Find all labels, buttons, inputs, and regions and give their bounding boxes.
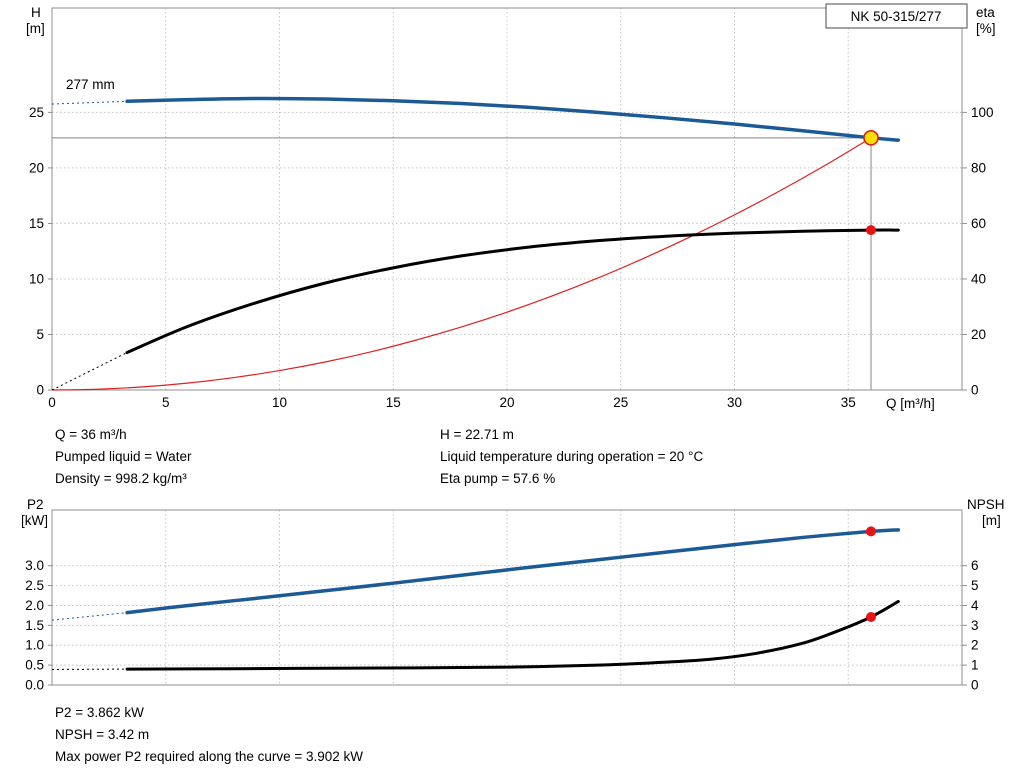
tick-label-x: 15	[386, 395, 401, 410]
p2-point	[866, 526, 876, 537]
efficiency-curve-lead	[51, 352, 128, 391]
tick-label-right: 4	[971, 598, 979, 613]
tick-label-x: 10	[272, 395, 287, 410]
tick-label-right: 5	[971, 578, 979, 593]
tick-label-left: 3.0	[25, 558, 44, 573]
tick-label-right: 80	[971, 160, 986, 175]
tick-label-x: 30	[727, 395, 742, 410]
plot-layer-top: 0 5 10 15 20 25 0 20 40 60 80 100 0 5 10 15 20 25 30 35	[29, 7, 994, 410]
hq-chart: 0 5 10 15 20 25 0 20 40 60 80 100 0 5 10 15 20 25 30 35 H […	[26, 3, 996, 411]
pump-curve	[125, 96, 901, 142]
tick-label-right: 3	[971, 618, 979, 633]
tick-label-left: 10	[29, 271, 44, 286]
info-liquid-temperature: Liquid temperature during operation = 20…	[440, 449, 704, 464]
plot-frame	[51, 509, 963, 686]
info-pumped-liquid: Pumped liquid = Water	[55, 449, 192, 464]
tick-label-left: 20	[29, 160, 44, 175]
p2-curve	[125, 528, 901, 615]
system-curve	[51, 137, 872, 391]
info-npsh: NPSH = 3.42 m	[55, 727, 150, 742]
impeller-diameter-label: 277 mm	[66, 77, 115, 92]
tick-label-x: 35	[841, 395, 856, 410]
left-axis-title: P2	[27, 497, 44, 512]
p2-npsh-chart: 0.0 0.5 1.0 1.5 2.0 2.5 3.0 0 1 2 3 4 5 6 P2 [kW] NPS…	[21, 497, 1005, 693]
left-axis-title: H	[31, 5, 41, 20]
npsh-curve	[125, 599, 900, 671]
p2-curve-lead	[51, 612, 128, 621]
right-axis-title: NPSH	[967, 497, 1005, 512]
tick-label-x: 20	[499, 395, 514, 410]
tick-label-right: 20	[971, 327, 986, 342]
plot-layer-bottom: 0.0 0.5 1.0 1.5 2.0 2.5 3.0 0 1 2 3 4 5 6	[25, 509, 979, 693]
tick-label-x: 25	[613, 395, 628, 410]
tick-label-left: 1.0	[25, 638, 44, 653]
info-density: Density = 998.2 kg/m³	[55, 471, 187, 486]
tick-label-right: 6	[971, 558, 979, 573]
tick-label-left: 0.5	[25, 658, 44, 673]
tick-label-right: 0	[971, 383, 979, 398]
tick-label-x: 5	[162, 395, 170, 410]
x-axis-title: Q [m³/h]	[886, 396, 935, 411]
power-npsh-info: P2 = 3.862 kW NPSH = 3.42 m Max power P2…	[0, 702, 1024, 770]
tick-label-left: 25	[29, 105, 44, 120]
npsh-point	[866, 611, 876, 622]
tick-label-right: 1	[971, 658, 979, 673]
operating-point-info: Q = 36 m³/h Pumped liquid = Water Densit…	[0, 424, 1024, 492]
tick-label-left: 2.0	[25, 598, 44, 613]
tick-label-x: 0	[48, 395, 56, 410]
tick-label-right: 40	[971, 271, 986, 286]
info-p2: P2 = 3.862 kW	[55, 705, 144, 720]
info-eta-pump: Eta pump = 57.6 %	[440, 471, 556, 486]
plot-frame	[51, 7, 963, 391]
duty-point	[863, 130, 879, 146]
efficiency-point	[866, 225, 876, 236]
right-axis-unit: [m]	[982, 513, 1001, 528]
pump-model-box	[825, 3, 968, 29]
tick-label-right: 0	[971, 678, 979, 693]
tick-label-left: 1.5	[25, 618, 44, 633]
tick-label-left: 0	[36, 383, 44, 398]
left-axis-unit: [kW]	[21, 513, 48, 528]
pump-curve-lead	[51, 100, 128, 105]
right-axis-title: eta	[976, 5, 995, 20]
tick-label-left: 2.5	[25, 578, 44, 593]
tick-label-right: 2	[971, 638, 979, 653]
tick-label-right: 60	[971, 216, 986, 231]
info-max-power: Max power P2 required along the curve = …	[55, 749, 364, 764]
tick-label-left: 15	[29, 216, 44, 231]
tick-label-left: 5	[36, 327, 44, 342]
left-axis-unit: [m]	[26, 21, 45, 36]
efficiency-curve	[125, 228, 900, 355]
tick-label-left: 0.0	[25, 678, 44, 693]
info-head: H = 22.71 m	[440, 427, 514, 442]
right-axis-unit: [%]	[976, 21, 996, 36]
tick-label-right: 100	[971, 105, 994, 120]
info-flow: Q = 36 m³/h	[55, 427, 127, 442]
pump-model-label: NK 50-315/277	[851, 9, 942, 24]
